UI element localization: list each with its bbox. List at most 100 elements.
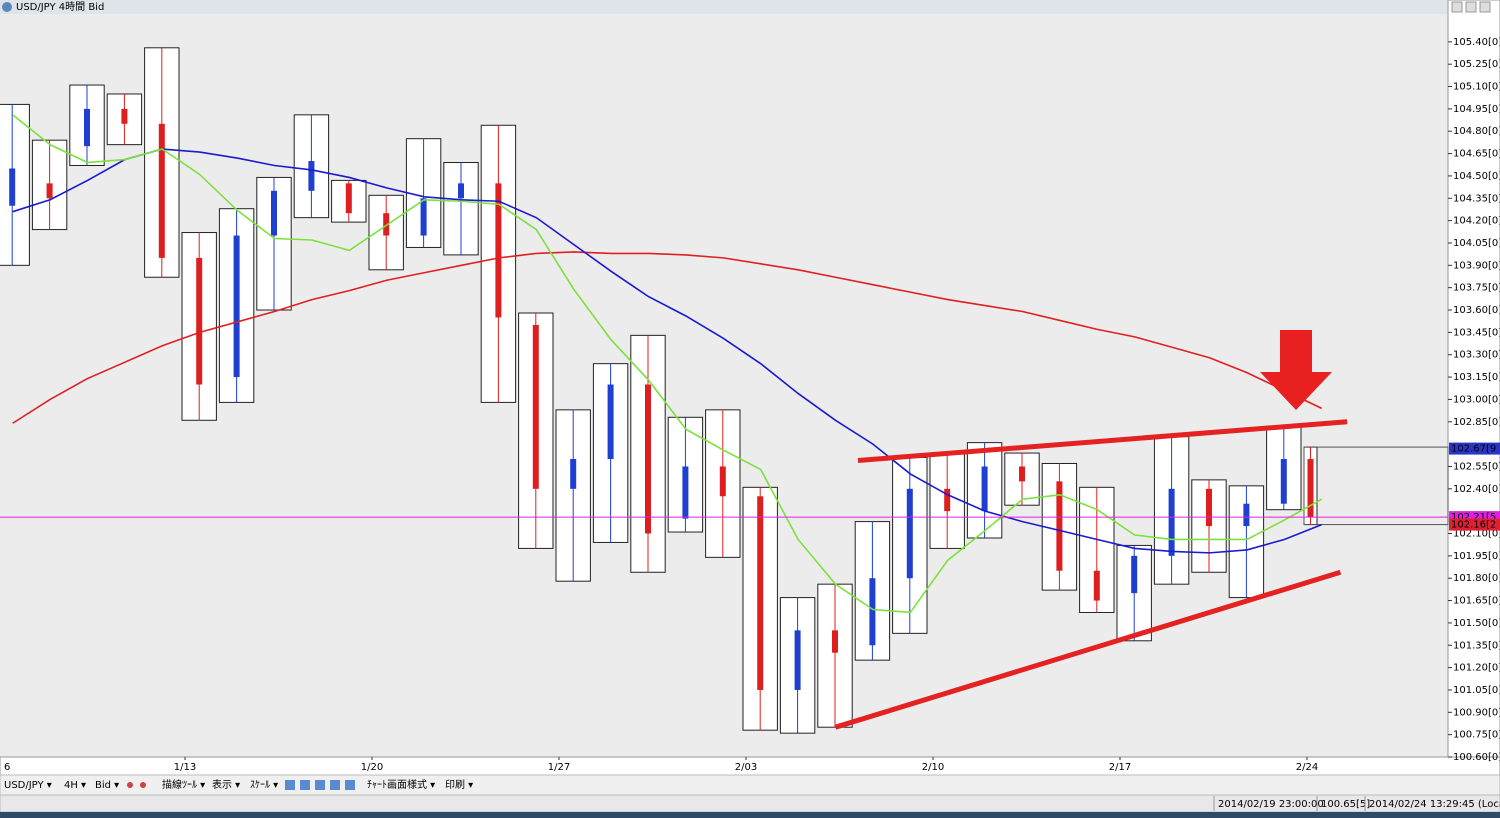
candle-body <box>9 168 16 206</box>
toolbar-menu[interactable]: ｽｹｰﾙ ▾ <box>250 779 278 791</box>
y-tick-label: 103.75[0] <box>1453 283 1500 294</box>
toolbar-menu[interactable]: 4H ▾ <box>64 780 86 791</box>
y-tick-label: 101.95[0] <box>1453 551 1500 562</box>
candle-body <box>420 198 427 236</box>
arrow <box>1260 330 1332 410</box>
x-tick-label: 2/17 <box>1109 762 1131 773</box>
y-tick-label: 103.30[0] <box>1453 350 1500 361</box>
y-tick-label: 104.65[0] <box>1453 149 1500 160</box>
plot <box>0 47 1449 734</box>
toolbar-icon[interactable] <box>127 782 133 788</box>
x-tick-label: 2/24 <box>1296 762 1318 773</box>
toolbar-menu[interactable]: USD/JPY ▾ <box>4 780 52 791</box>
x-tick-label: 1/13 <box>174 762 196 773</box>
y-tick-label: 104.80[0] <box>1453 126 1500 137</box>
candle-body <box>757 496 764 690</box>
candle-body <box>383 213 390 236</box>
y-tick-label: 105.40[0] <box>1453 37 1500 48</box>
toolbar-icon[interactable] <box>315 780 325 790</box>
candle-body <box>794 630 801 690</box>
toolbar-menu[interactable]: 表示 ▾ <box>212 778 240 791</box>
status-text: 100.65[5] <box>1321 799 1370 810</box>
x-tick-label: 1/27 <box>548 762 570 773</box>
candle-body <box>495 183 502 318</box>
candle-body <box>645 384 651 534</box>
button[interactable] <box>1451 1 1463 13</box>
button[interactable] <box>1465 1 1477 13</box>
candle-body <box>719 466 726 497</box>
candle-body <box>158 123 165 258</box>
candle-body <box>570 459 577 489</box>
candle-body <box>233 235 240 378</box>
candle-body <box>981 466 988 512</box>
candle-body <box>1206 488 1212 527</box>
y-tick-label: 105.10[0] <box>1453 82 1500 93</box>
candle-body <box>1280 459 1287 504</box>
y-tick-label: 103.00[0] <box>1453 394 1500 405</box>
y-tick-label: 104.05[0] <box>1453 238 1500 249</box>
trend-line <box>857 419 1348 463</box>
candle-body <box>458 183 464 199</box>
y-tick-label: 103.45[0] <box>1453 327 1500 338</box>
candle-body <box>345 183 352 214</box>
y-tick-label: 101.20[0] <box>1453 663 1500 674</box>
toolbar-icon[interactable] <box>285 780 295 790</box>
candle-body <box>906 488 913 579</box>
y-tick-label: 104.50[0] <box>1453 171 1500 182</box>
price-tag-label: 102.21[5 <box>1451 512 1496 523</box>
candle-body <box>944 488 951 512</box>
y-tick-label: 102.55[0] <box>1453 461 1500 472</box>
toolbar-icon[interactable] <box>330 780 340 790</box>
toolbar-icon[interactable] <box>300 780 310 790</box>
y-tick-label: 103.60[0] <box>1453 305 1500 316</box>
candle-body <box>1168 488 1175 556</box>
trend-line <box>834 569 1342 730</box>
candle-body <box>869 578 876 646</box>
price-tag <box>1449 442 1500 455</box>
candle-body <box>607 384 614 460</box>
y-tick-label: 102.10[0] <box>1453 529 1500 540</box>
toolbar-icon[interactable] <box>140 782 146 788</box>
toolbar-menu[interactable]: 描線ﾂｰﾙ ▾ <box>162 778 205 791</box>
title-bar <box>0 0 1500 14</box>
candle-body <box>1093 570 1100 601</box>
y-tick-label: 105.25[0] <box>1453 59 1500 70</box>
candle-body <box>1243 503 1250 527</box>
moving-average <box>12 251 1323 424</box>
price-axis <box>1447 0 1500 758</box>
candle-body <box>308 161 315 191</box>
toolbar-menu[interactable]: ﾁｬｰﾄ画面様式 ▾ <box>367 778 435 791</box>
x-tick-label: 2/03 <box>735 762 757 773</box>
window-title: USD/JPY 4時間 Bid <box>16 1 104 13</box>
toolbar-menu[interactable]: Bid ▾ <box>95 780 119 791</box>
y-tick-label: 103.90[0] <box>1453 260 1500 271</box>
x-tick-label: 2/10 <box>922 762 944 773</box>
candle-body <box>196 257 203 385</box>
candle-body <box>1056 481 1063 571</box>
y-tick-label: 101.35[0] <box>1453 640 1500 651</box>
toolbar-menu[interactable]: 印刷 ▾ <box>445 779 473 791</box>
price-tag <box>1449 518 1500 531</box>
candle-body <box>1131 555 1138 594</box>
y-tick-label: 103.15[0] <box>1453 372 1500 383</box>
status-text: 2014/02/19 23:00:00 <box>1218 799 1324 810</box>
moving-average <box>12 148 1322 554</box>
candle-body <box>271 190 277 236</box>
price-tag-label: 102.16[2 <box>1451 520 1496 531</box>
candle-body <box>46 183 53 199</box>
y-tick-label: 100.60[0] <box>1453 752 1500 763</box>
candle-body <box>84 108 90 147</box>
x-tick-label: 1/20 <box>361 762 383 773</box>
status-text: 2014/02/24 13:29:45 (Local) <box>1369 799 1500 810</box>
candle-body <box>832 630 838 653</box>
x-tick-label: 6 <box>4 762 10 773</box>
taskbar <box>0 812 1500 818</box>
y-tick-label: 102.40[0] <box>1453 484 1500 495</box>
y-tick-label: 101.80[0] <box>1453 573 1500 584</box>
candle-body <box>532 324 539 489</box>
candle-body <box>121 108 128 124</box>
y-tick-label: 102.85[0] <box>1453 417 1500 428</box>
button[interactable] <box>1479 1 1491 13</box>
toolbar-icon[interactable] <box>345 780 355 790</box>
candle-body <box>1019 466 1025 482</box>
